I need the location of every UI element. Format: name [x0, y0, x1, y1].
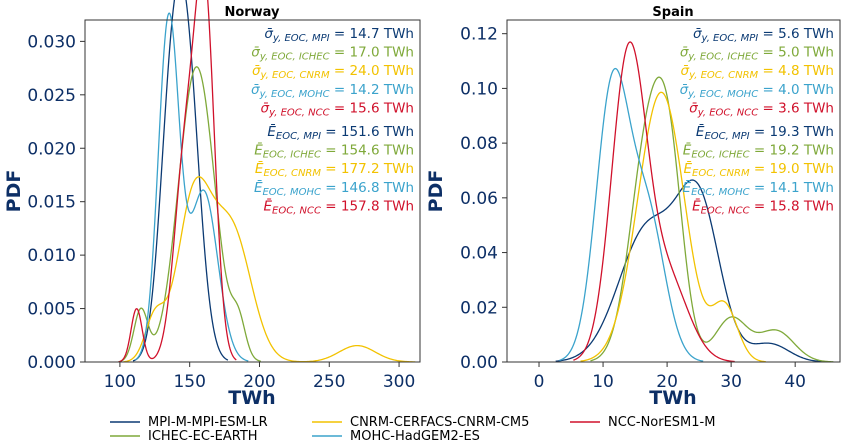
legend-label: NCC-NorESM1-M [608, 415, 715, 430]
norway-x-tick-label: 250 [313, 372, 345, 392]
norway-x-tick-label: 100 [104, 372, 136, 392]
norway-x-tick-label: 300 [383, 372, 415, 392]
norway-y-tick-label: 0.025 [27, 86, 76, 106]
spain-annotation-sigma-ncc: σ̄y, EOC, NCC = 3.6 TWh [689, 100, 834, 118]
norway-x-tick-label: 200 [243, 372, 275, 392]
norway-x-tick-label: 150 [173, 372, 205, 392]
spain-x-tick-label: 40 [784, 372, 806, 392]
spain-curve-cnrm [580, 91, 766, 363]
spain-y-ticks: 0.00 0.02 0.04 0.06 0.08 0.10 0.12 [460, 25, 507, 373]
spain-y-tick-label: 0.06 [460, 189, 498, 209]
spain-annotation-sigma-cnrm: σ̄y, EOC, CNRM = 4.8 TWh [681, 63, 834, 81]
norway-frame [84, 19, 421, 363]
norway-y-tick-label: 0.010 [27, 246, 76, 266]
norway-annotation-energy-ncc: ĒEOC, NCC = 157.8 TWh [264, 197, 415, 216]
spain-y-tick-label: 0.08 [460, 134, 498, 154]
spain-y-tick-label: 0.04 [460, 244, 498, 264]
norway-annotation-energy-mpi: ĒEOC, MPI = 151.6 TWh [267, 123, 414, 142]
norway-y-tick-label: 0.000 [27, 353, 76, 373]
spain-x-tick-label: 30 [720, 372, 742, 392]
spain-annotation-energy-mpi: ĒEOC, MPI = 19.3 TWh [696, 123, 834, 142]
spain-annotation-sigma-ichec: σ̄y, EOC, ICHEC = 5.0 TWh [680, 45, 834, 63]
spain-annotation-energy-ichec: ĒEOC, ICHEC = 19.2 TWh [683, 142, 834, 161]
norway-y-ticks: 0.000 0.005 0.010 0.015 0.020 0.025 0.030 [27, 32, 85, 373]
spain-x-tick-label: 0 [534, 372, 545, 392]
spain-y-tick-label: 0.00 [460, 353, 498, 373]
spain-curve-ncc [573, 41, 735, 363]
norway-curve-ncc [118, 0, 237, 363]
norway-y-tick-label: 0.020 [27, 139, 76, 159]
spain-frame [506, 19, 841, 363]
legend-label: CNRM-CERFACS-CNRM-CM5 [350, 415, 529, 430]
spain-x-ticks: 0 10 20 30 40 [534, 362, 806, 392]
spain-x-axis-label: TWh [649, 387, 696, 409]
norway-y-tick-label: 0.030 [27, 32, 76, 52]
spain-y-tick-label: 0.12 [460, 25, 498, 45]
norway-y-tick-label: 0.005 [27, 300, 76, 320]
legend-label: MPI-M-MPI-ESM-LR [148, 415, 268, 430]
spain-annotation-sigma-mpi: σ̄y, EOC, MPI = 5.6 TWh [693, 26, 834, 44]
spain-annotation-sigma-mohc: σ̄y, EOC, MOHC = 4.0 TWh [680, 82, 834, 100]
spain-curves [555, 41, 834, 363]
norway-x-axis-label: TWh [228, 387, 275, 409]
norway-annotation-sigma-cnrm: σ̄y, EOC, CNRM = 24.0 TWh [252, 63, 414, 81]
spain-y-tick-label: 0.02 [460, 298, 498, 318]
norway-y-axis-label: PDF [3, 170, 25, 213]
norway-annotation-sigma-ichec: σ̄y, EOC, ICHEC = 17.0 TWh [251, 45, 414, 63]
norway-annotation-sigma-mpi: σ̄y, EOC, MPI = 14.7 TWh [264, 26, 414, 44]
norway-title: Norway [224, 5, 280, 20]
spain-curve-mpi [555, 179, 832, 363]
norway-annotation-energy-cnrm: ĒEOC, CNRM = 177.2 TWh [255, 160, 414, 179]
spain-curve-ichec [590, 76, 834, 363]
norway-y-tick-label: 0.015 [27, 193, 76, 213]
norway-curve-cnrm [123, 176, 416, 363]
spain-x-tick-label: 20 [656, 372, 678, 392]
norway-x-ticks: 100 150 200 250 300 [104, 362, 415, 392]
norway-annotation-energy-ichec: ĒEOC, ICHEC = 154.6 TWh [254, 142, 414, 161]
spain-annotation-energy-ncc: ĒEOC, NCC = 15.8 TWh [692, 197, 834, 216]
legend-label: MOHC-HadGEM2-ES [350, 429, 480, 444]
legend-label: ICHEC-EC-EARTH [148, 429, 258, 444]
norway-annotation-sigma-mohc: σ̄y, EOC, MOHC = 14.2 TWh [251, 82, 414, 100]
norway-annotation-sigma-ncc: σ̄y, EOC, NCC = 15.6 TWh [261, 100, 414, 118]
spain-y-axis-label: PDF [425, 170, 447, 213]
spain-annotation-energy-cnrm: ĒEOC, CNRM = 19.0 TWh [683, 160, 834, 179]
norway-annotation-energy-mohc: ĒEOC, MOHC = 146.8 TWh [254, 179, 414, 198]
spain-x-tick-label: 10 [592, 372, 614, 392]
norway-curve-mpi [132, 0, 229, 362]
norway-curves [118, 0, 416, 363]
spain-y-tick-label: 0.10 [460, 79, 498, 99]
spain-title: Spain [652, 5, 693, 20]
norway-curve-ichec [118, 66, 262, 363]
spain-annotation-energy-mohc: ĒEOC, MOHC = 14.1 TWh [683, 179, 834, 198]
norway-curve-mohc [134, 12, 249, 362]
spain-curve-mohc [559, 67, 704, 362]
